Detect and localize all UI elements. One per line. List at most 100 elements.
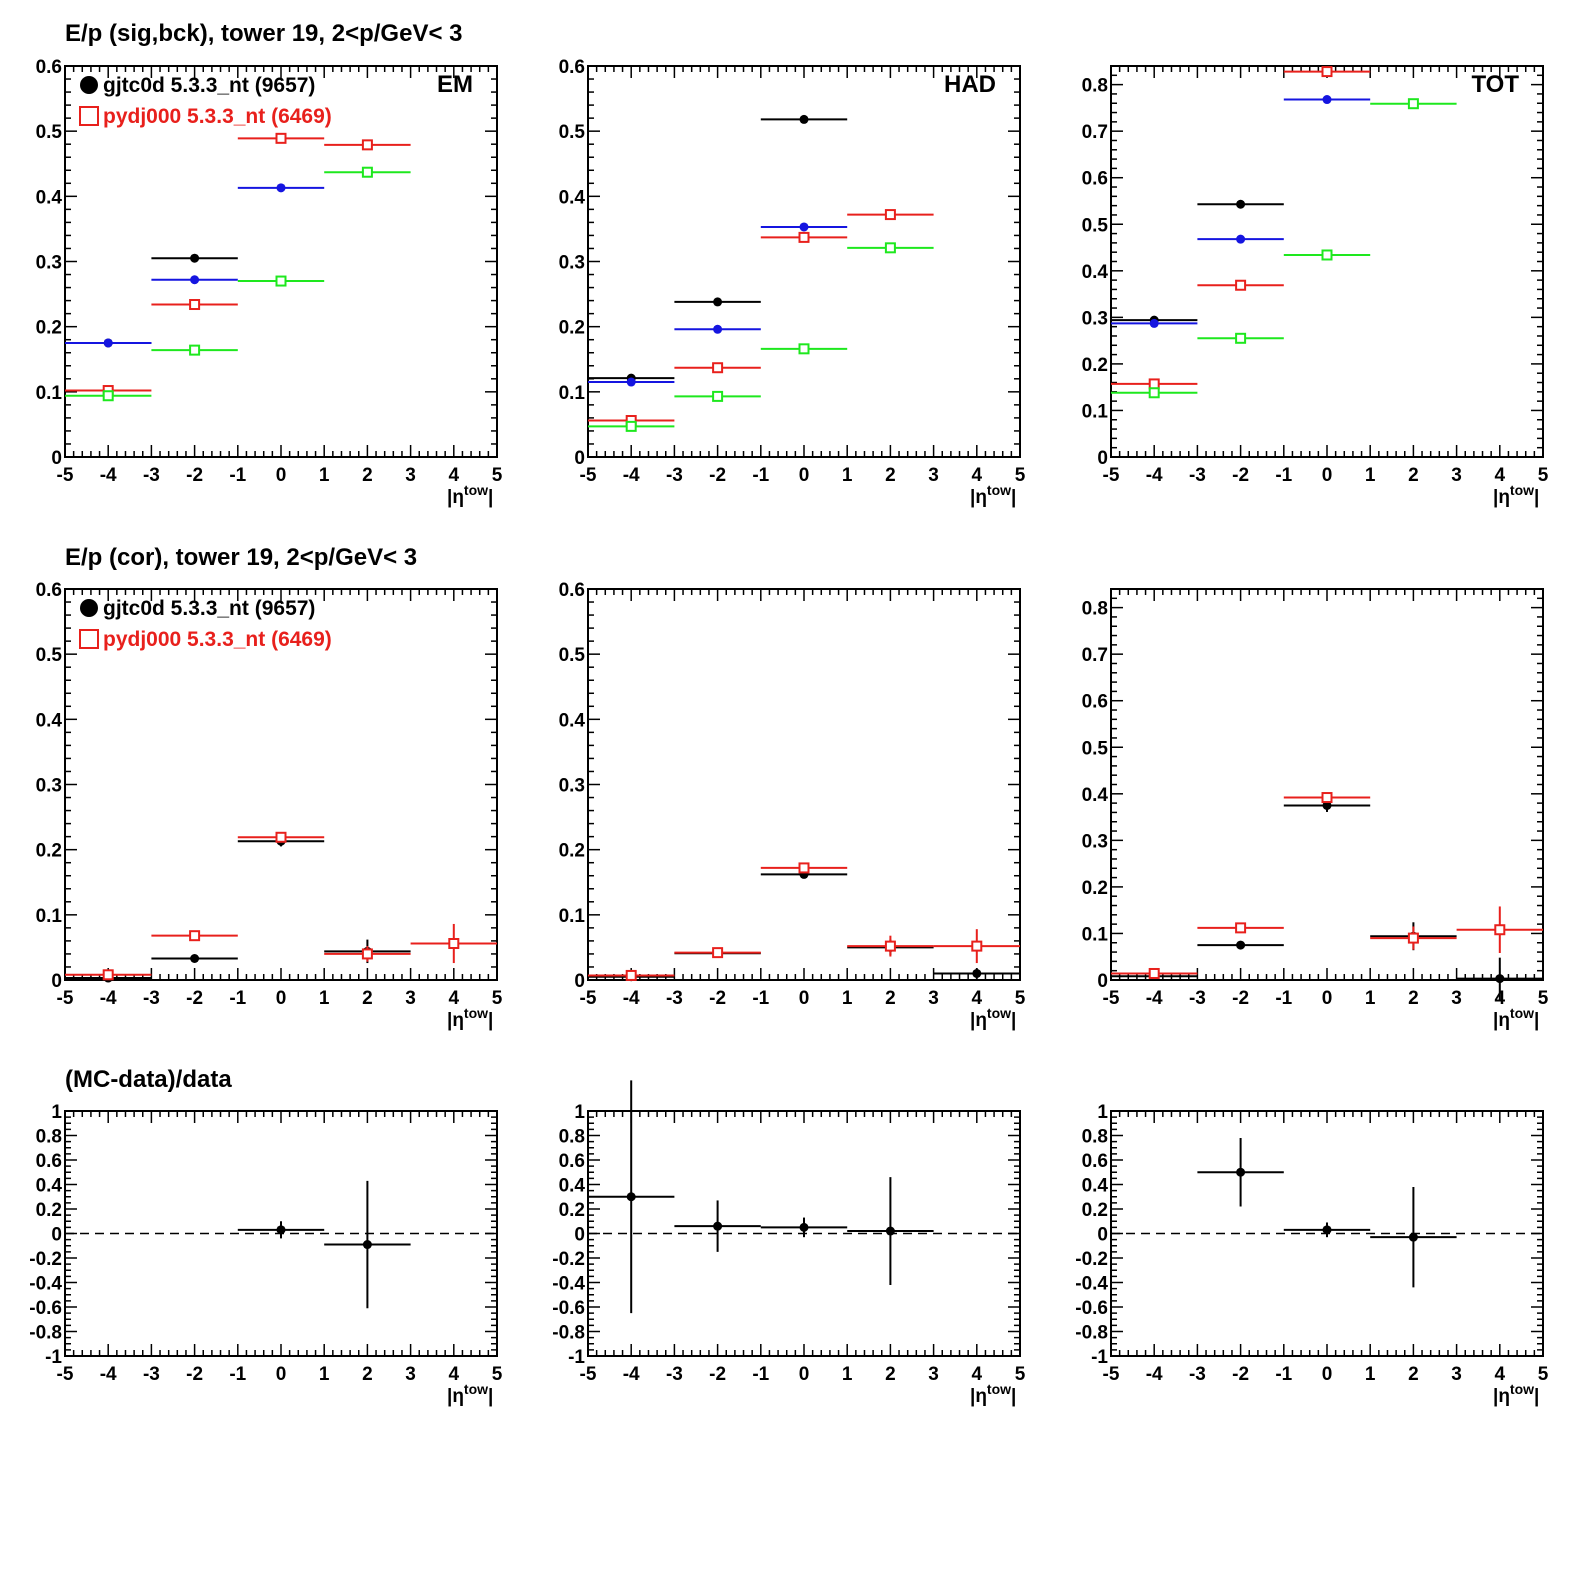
x-tick-label: -5 [580, 465, 597, 486]
x-tick-label: 0 [1322, 988, 1333, 1009]
y-tick-label: 0.2 [559, 318, 585, 339]
x-tick-label: -5 [580, 1364, 597, 1385]
x-tick-label: -1 [229, 988, 246, 1009]
data-point-green [1407, 98, 1419, 110]
x-tick-label: -5 [57, 465, 74, 486]
y-tick-label: 0.4 [1082, 1176, 1109, 1197]
legend-marker-mc [79, 106, 99, 126]
y-tick-label: -0.2 [1075, 1249, 1108, 1270]
y-tick-label: 0.4 [1082, 785, 1109, 806]
y-tick-label: 0.2 [36, 1200, 62, 1221]
y-tick-label: -1 [568, 1347, 585, 1368]
y-tick-label: -0.8 [29, 1323, 62, 1344]
y-tick-label: 0.6 [559, 580, 585, 601]
x-tick-label: -5 [1103, 988, 1120, 1009]
x-tick-label: 2 [362, 1364, 373, 1385]
panel-label-had: HAD [944, 71, 996, 98]
row-title-corrected: E/p (cor), tower 19, 2<p/GeV< 3 [65, 544, 418, 571]
y-tick-label: 0.2 [1082, 355, 1108, 376]
y-tick-label: 0.1 [1082, 924, 1109, 945]
y-tick-label: 0.4 [36, 187, 63, 208]
x-tick-label: -1 [752, 1364, 769, 1385]
data-point-red [1148, 378, 1160, 390]
y-tick-label: 0.1 [559, 383, 586, 404]
data-point-green [361, 166, 373, 178]
data-point-black [972, 968, 982, 978]
x-tick-label: -4 [623, 465, 640, 486]
data-point-blue [799, 222, 809, 232]
x-tick-label: -4 [100, 988, 117, 1009]
x-tick-label: 5 [492, 465, 503, 486]
x-tick-label: 3 [928, 465, 939, 486]
y-tick-label: 1 [1097, 1102, 1108, 1123]
y-tick-label: 0.6 [559, 1151, 585, 1172]
y-tick-label: 0 [1097, 448, 1108, 469]
data-point-black [1495, 974, 1505, 984]
x-tick-label: -1 [1275, 465, 1292, 486]
x-tick-label: 4 [972, 1364, 983, 1385]
x-axis-label: |ηtow| [970, 1005, 1016, 1031]
x-tick-label: -2 [709, 465, 726, 486]
x-tick-label: 0 [799, 988, 810, 1009]
x-tick-label: -3 [1189, 988, 1206, 1009]
row-title-signal-background: E/p (sig,bck), tower 19, 2<p/GeV< 3 [65, 20, 463, 47]
y-tick-label: -0.2 [552, 1249, 585, 1270]
y-tick-label: 0.2 [559, 1200, 585, 1221]
panel-had: -5 -4 -3 -2 -1 0 1 2 3 4 5 0 0.1 0.2 0.3 0.4 0.5 0.6 |ηtow… [559, 57, 1026, 508]
data-point-red [275, 132, 287, 144]
data-point-blue [103, 338, 113, 348]
y-tick-label: 0.7 [1082, 645, 1108, 666]
y-tick-label: 0.8 [1082, 76, 1108, 97]
data-point-red [1321, 66, 1333, 78]
y-tick-label: -0.6 [552, 1298, 585, 1319]
data-point-blue [1149, 318, 1159, 328]
data-point-black [276, 1225, 286, 1235]
y-tick-label: -1 [1091, 1347, 1108, 1368]
y-tick-label: -0.6 [1075, 1298, 1108, 1319]
data-point-black [713, 1221, 723, 1231]
data-point-green [189, 344, 201, 356]
data-point-blue [276, 183, 286, 193]
x-tick-label: 5 [1015, 1364, 1026, 1385]
y-tick-label: 0.5 [36, 645, 63, 666]
x-tick-label: -1 [1275, 1364, 1292, 1385]
x-tick-label: 2 [1408, 988, 1419, 1009]
plot-frame [1110, 588, 1544, 981]
y-tick-label: -0.2 [29, 1249, 62, 1270]
x-axis-label: |ηtow| [447, 482, 493, 508]
y-tick-label: 0 [1097, 1225, 1108, 1246]
data-point-black [1236, 199, 1246, 209]
data-point-red [361, 948, 373, 960]
x-tick-label: 1 [842, 465, 853, 486]
x-tick-label: 0 [276, 465, 287, 486]
y-tick-label: 1 [51, 1102, 62, 1123]
y-tick-label: 0.5 [559, 645, 586, 666]
y-tick-label: 0.6 [36, 1151, 62, 1172]
y-tick-label: -1 [45, 1347, 62, 1368]
y-tick-label: 0.6 [559, 57, 585, 78]
x-tick-label: 1 [1365, 465, 1376, 486]
x-tick-label: 5 [492, 1364, 503, 1385]
y-tick-label: 0.3 [36, 253, 62, 274]
x-tick-label: 0 [799, 465, 810, 486]
x-tick-label: 3 [1451, 465, 1462, 486]
panel-tot-ratio: -5 -4 -3 -2 -1 0 1 2 3 4 5 -1 -0.8 -0.6 -0.4 -0.2 0 0.2 0.… [1075, 1102, 1548, 1407]
y-tick-label: 0.3 [1082, 831, 1108, 852]
data-point-red [1407, 932, 1419, 944]
y-tick-label: 0.5 [1082, 215, 1109, 236]
y-tick-label: 0.6 [36, 580, 62, 601]
y-tick-label: -0.4 [1075, 1274, 1108, 1295]
data-point-red [884, 209, 896, 221]
y-tick-label: 0.3 [559, 253, 585, 274]
x-axis-label: |ηtow| [1493, 1381, 1539, 1407]
data-point-red [1235, 922, 1247, 934]
x-tick-label: 1 [1365, 1364, 1376, 1385]
data-point-green [712, 390, 724, 402]
data-point-red [1321, 792, 1333, 804]
y-tick-label: 0 [574, 1225, 585, 1246]
plot-frame [587, 65, 1021, 458]
y-tick-label: 0.6 [1082, 169, 1108, 190]
data-point-blue [626, 377, 636, 387]
y-tick-label: 0 [574, 448, 585, 469]
